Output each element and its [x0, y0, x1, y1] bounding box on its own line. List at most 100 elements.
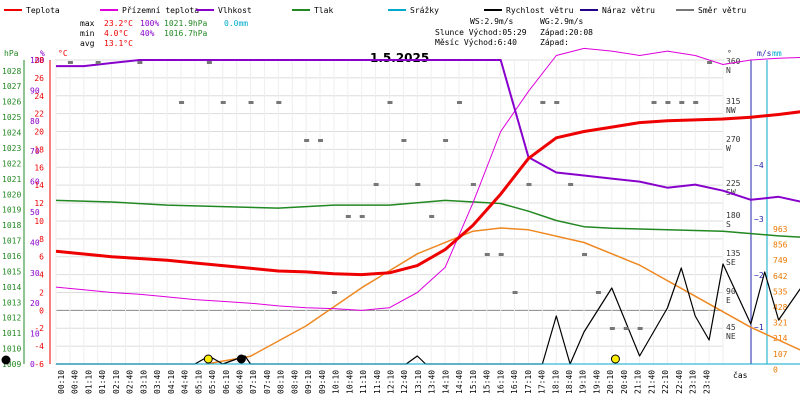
wind-dir-mark	[373, 183, 379, 186]
time-tick: 03:10	[139, 370, 148, 394]
stat-min-label: min	[80, 29, 95, 38]
chart-series	[55, 47, 800, 365]
wind-dir-mark	[220, 101, 226, 104]
dir-tick-deg: 270	[726, 135, 741, 144]
dir-tick-deg: 180	[726, 211, 741, 220]
stat-max-temp: 23.2°C	[104, 19, 133, 28]
wind-dir-mark	[387, 101, 393, 104]
time-tick: 11:40	[373, 370, 382, 394]
light-tick: 107	[773, 350, 788, 359]
time-tick: 10:40	[345, 370, 354, 394]
pct-tick: 100	[30, 56, 45, 65]
light-tick: 321	[773, 319, 788, 328]
legend-label: Srážky	[410, 6, 439, 15]
wind-dir-mark	[526, 183, 532, 186]
moon-marker-left	[1, 355, 11, 365]
wind-dir-mark	[318, 139, 324, 142]
dir-tick-deg: 225	[726, 179, 741, 188]
dir-tick-deg: 90	[726, 287, 736, 296]
info-sunset: Západ:20:08	[540, 28, 593, 37]
time-tick: 07:10	[249, 370, 258, 394]
stat-min-hum: 40%	[140, 29, 155, 38]
time-tick: 11:10	[359, 370, 368, 394]
wind-dir-mark	[637, 327, 643, 330]
wind-dir-mark	[67, 61, 73, 64]
time-tick: 23:40	[702, 370, 711, 394]
hpa-tick: 1010	[2, 345, 21, 354]
wind-dir-mark	[137, 61, 143, 64]
time-tick: 12:40	[400, 370, 409, 394]
time-tick: 06:40	[235, 370, 244, 394]
legend-label: Vlhkost	[218, 6, 252, 15]
hpa-tick: 1024	[2, 129, 21, 138]
time-tick: 03:40	[153, 370, 162, 394]
wind-dir-mark	[679, 101, 685, 104]
pct-tick: 50	[30, 208, 40, 217]
time-tick: 16:10	[496, 370, 505, 394]
time-tick: 14:10	[441, 370, 450, 394]
time-tick: 15:10	[469, 370, 478, 394]
x-axis-label: čas	[733, 370, 748, 380]
info-sunrise: Slunce Východ:05:29	[435, 28, 527, 37]
light-tick: 749	[773, 256, 788, 265]
legend-label: Náraz větru	[602, 6, 655, 15]
wind-dir-mark	[304, 139, 310, 142]
pct-tick: 0	[30, 360, 35, 369]
dir-tick-name: NE	[726, 332, 736, 341]
stat-max-press: 1021.9hPa	[164, 19, 208, 28]
info-moonrise: Měsíc Východ:6:40	[435, 38, 517, 47]
pct-axis-label: %	[40, 49, 45, 58]
wind-dir-mark	[609, 327, 615, 330]
wind-dir-mark	[206, 61, 212, 64]
temp-tick: -4	[34, 342, 44, 351]
chart-axes: hPa% °C ° m/s mm1028102710261025102410231022…	[2, 49, 788, 394]
dir-tick-deg: 135	[726, 249, 741, 258]
time-tick: 10:10	[332, 370, 341, 394]
time-tick: 13:40	[428, 370, 437, 394]
time-tick: 12:10	[387, 370, 396, 394]
wind-dir-mark	[359, 215, 365, 218]
time-tick: 07:40	[263, 370, 272, 394]
time-tick: 13:10	[414, 370, 423, 394]
deg-axis-label: °	[727, 49, 732, 58]
ms-axis-label: m/s	[757, 49, 772, 58]
wind-dir-mark	[623, 327, 629, 330]
info-ws: WS:2.9m/s	[470, 17, 514, 26]
series-humidity	[56, 59, 800, 203]
temp-tick: 10	[34, 217, 44, 226]
light-tick: 0	[773, 365, 778, 374]
temp-tick: 0	[39, 306, 44, 315]
time-tick: 04:40	[181, 370, 190, 394]
time-tick: 21:40	[647, 370, 656, 394]
ms-tick: ~3	[754, 215, 764, 224]
hpa-tick: 1020	[2, 190, 21, 199]
time-tick: 21:10	[634, 370, 643, 394]
time-tick: 01:10	[84, 370, 93, 394]
time-tick: 23:10	[689, 370, 698, 394]
series-pressure	[55, 199, 800, 238]
stat-min-temp: 4.0°C	[104, 29, 128, 38]
light-tick: 963	[773, 225, 788, 234]
hpa-tick: 1013	[2, 298, 21, 307]
info-moonset: Západ:	[540, 38, 569, 47]
dir-tick-deg: 360	[726, 57, 741, 66]
hpa-tick: 1014	[2, 283, 21, 292]
pct-tick: 20	[30, 299, 40, 308]
wind-dir-mark	[276, 101, 282, 104]
temp-tick: -2	[34, 324, 44, 333]
series-temperature	[55, 110, 800, 277]
hpa-tick: 1012	[2, 314, 21, 323]
wind-dir-mark	[693, 101, 699, 104]
hpa-tick: 1023	[2, 144, 21, 153]
temp-tick: 20	[34, 128, 44, 137]
temp-tick: 24	[34, 92, 44, 101]
info-wg: WG:2.9m/s	[540, 17, 584, 26]
dir-tick-deg: 315	[726, 97, 741, 106]
wind-dir-mark	[512, 291, 518, 294]
pct-tick: 30	[30, 269, 40, 278]
stat-max-rain: 0.0mm	[224, 19, 248, 28]
hpa-tick: 1026	[2, 98, 21, 107]
stat-min-press: 1016.7hPa	[164, 29, 208, 38]
light-tick: 214	[773, 334, 788, 343]
temp-tick: 4	[39, 271, 44, 280]
